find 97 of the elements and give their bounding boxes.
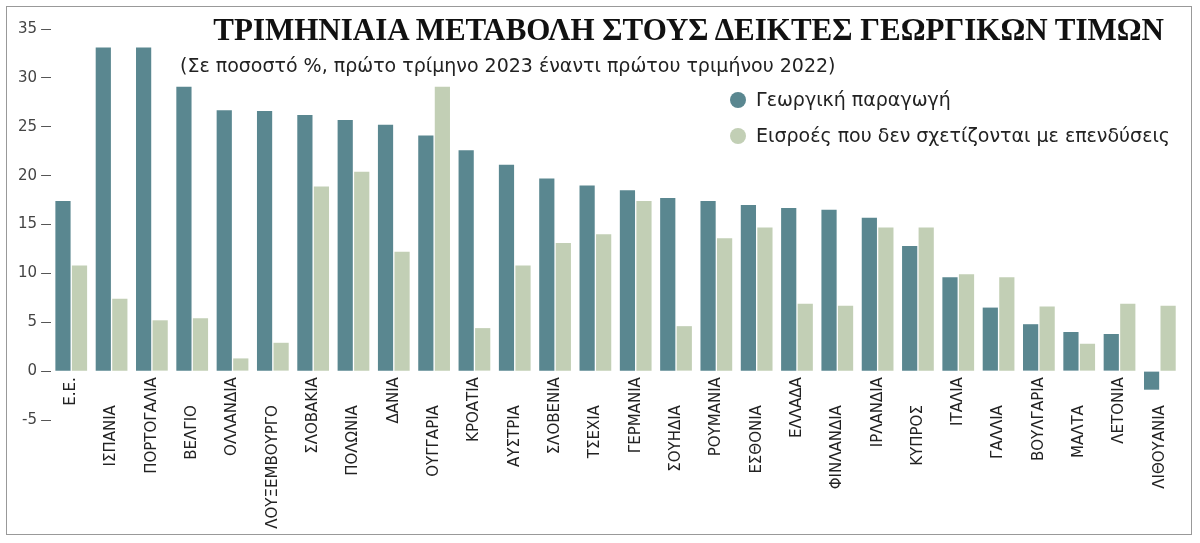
- bar: [55, 201, 71, 371]
- bar: [1079, 343, 1096, 371]
- bar: [354, 171, 370, 371]
- chart-title: ΤΡΙΜΗΝΙΑΙΑ ΜΕΤΑΒΟΛΗ ΣΤΟΥΣ ΔΕΙΚΤΕΣ ΓΕΩΡΓΙΚΩΝ ΤΙΜΩΝ: [213, 12, 1164, 48]
- bar: [152, 320, 168, 371]
- bar: [297, 115, 313, 371]
- x-tick-label: ΚΥΠΡΟΣ: [907, 405, 926, 466]
- bar: [539, 178, 555, 371]
- bar: [636, 201, 652, 371]
- bar: [377, 124, 394, 371]
- bar: [112, 298, 128, 371]
- x-tick-label: Ε.Ε.: [61, 377, 80, 406]
- bar: [781, 207, 797, 371]
- x-tick-label: ΣΛΟΒΑΚΙΑ: [303, 376, 322, 454]
- x-tick-label: ΣΟΥΗΔΙΑ: [665, 404, 684, 472]
- x-tick-label: ΕΛΛΑΔΑ: [786, 376, 805, 438]
- y-tick-label: 20: [17, 165, 38, 184]
- bar: [619, 190, 636, 371]
- bar: [256, 111, 273, 371]
- bar: [555, 243, 571, 371]
- y-tick-label: 15: [17, 214, 38, 233]
- bar: [1103, 333, 1119, 371]
- bar: [878, 227, 894, 371]
- bar: [1039, 306, 1055, 371]
- bar: [498, 164, 515, 371]
- bar: [1143, 371, 1160, 390]
- x-tick-label: ΣΛΟΒΕΝΙΑ: [544, 376, 563, 455]
- x-tick-label: ΓΑΛΛΙΑ: [988, 404, 1007, 459]
- bar: [757, 227, 773, 371]
- text: (Σε ποσοστό %, πρώτο τρίμηνο 2023 έναντι πρώτου τριμήνου 2022): [180, 54, 836, 76]
- x-tick-label: ΛΕΤΟΝΙΑ: [1109, 376, 1128, 444]
- x-tick-label: ΛΟΥΞΕΜΒΟΥΡΓΟ: [262, 405, 281, 529]
- legend-label: Εισροές που δεν σχετίζονται με επενδύσεις: [756, 124, 1170, 146]
- bar: [596, 234, 612, 371]
- x-tick-label: ΑΥΣΤΡΙΑ: [504, 404, 523, 467]
- x-tick-label: ΓΕΡΜΑΝΙΑ: [625, 376, 644, 454]
- bar: [176, 86, 192, 371]
- bar: [1023, 324, 1039, 371]
- bar: [579, 185, 595, 371]
- y-tick-label: 10: [17, 263, 38, 282]
- bar: [982, 307, 998, 371]
- bar: [337, 119, 353, 371]
- x-tick-label: ΙΣΠΑΝΙΑ: [101, 404, 120, 467]
- bar: [515, 265, 531, 371]
- x-tick-label: ΤΣΕΧΙΑ: [585, 404, 604, 460]
- bar: [273, 342, 289, 371]
- y-tick-label: 30: [17, 67, 38, 86]
- bar: [660, 198, 676, 371]
- bar: [740, 204, 756, 371]
- bar: [717, 238, 733, 371]
- legend-label: Γεωργική παραγωγή: [756, 88, 951, 110]
- x-tick-label: ΔΑΝΙΑ: [383, 376, 402, 424]
- x-tick-label: ΡΟΥΜΑΝΙΑ: [706, 376, 725, 457]
- bar: [918, 227, 934, 371]
- x-tick-label: ΟΛΛΑΝΔΙΑ: [222, 376, 241, 456]
- y-tick-label: 5: [27, 312, 38, 331]
- bar: [676, 326, 692, 371]
- x-tick-label: ΠΟΛΩΝΙΑ: [343, 404, 362, 476]
- bar: [1063, 332, 1079, 371]
- bar: [136, 47, 152, 371]
- bar: [216, 110, 232, 371]
- x-tick-label: ΙΤΑΛΙΑ: [948, 376, 967, 426]
- bar: [71, 265, 88, 371]
- y-tick-label: 35: [17, 18, 38, 37]
- bar: [821, 209, 837, 371]
- x-tick-label: ΕΣΘΟΝΙΑ: [746, 404, 765, 474]
- x-tick-label: ΜΑΛΤΑ: [1069, 404, 1088, 459]
- bar: [95, 47, 111, 371]
- bar: [394, 251, 410, 371]
- x-tick-label: ΟΥΓΓΑΡΙΑ: [424, 404, 442, 477]
- bar: [797, 303, 813, 371]
- bar: [958, 274, 975, 371]
- x-tick-label: ΚΡΟΑΤΙΑ: [464, 376, 483, 442]
- y-tick-label: -5: [22, 409, 38, 428]
- bar: [1160, 305, 1176, 371]
- x-tick-label: ΦΙΝΛΑΝΔΙΑ: [827, 404, 846, 490]
- bar: [861, 217, 877, 371]
- bar: [313, 186, 330, 371]
- bar: [458, 150, 474, 371]
- x-tick-label: ΛΙΘΟΥΑΝΙΑ: [1149, 404, 1168, 489]
- x-tick-label: ΒΕΛΓΙΟ: [182, 405, 201, 460]
- x-tick-label: ΒΟΥΛΓΑΡΙΑ: [1028, 376, 1047, 461]
- bar: [434, 86, 450, 371]
- y-tick-label: 25: [17, 116, 38, 135]
- y-tick-label: 0: [27, 361, 38, 380]
- bar: [1120, 303, 1136, 371]
- x-tick-label: ΠΟΡΤΟΓΑΛΙΑ: [141, 376, 160, 474]
- bar: [192, 318, 209, 371]
- bar: [700, 201, 716, 371]
- bar: [902, 246, 918, 371]
- bar: [999, 277, 1015, 371]
- bar: [942, 277, 958, 371]
- bar: [233, 358, 249, 371]
- bar: [837, 305, 854, 371]
- x-tick-label: ΙΡΛΑΝΔΙΑ: [867, 376, 886, 448]
- bar: [418, 135, 434, 371]
- bar: [475, 328, 491, 371]
